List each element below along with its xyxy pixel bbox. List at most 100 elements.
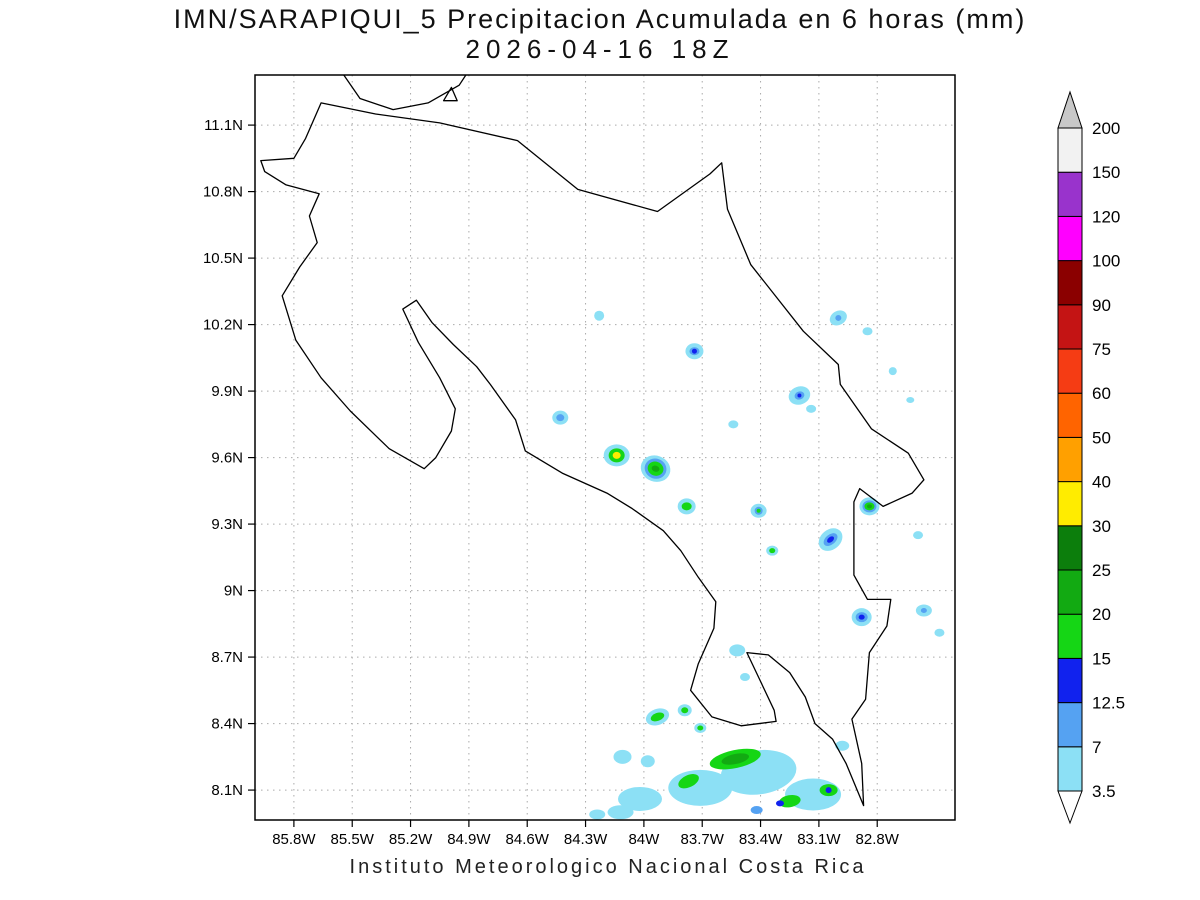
- precip-cell: [691, 348, 697, 354]
- precip-cell: [862, 327, 873, 336]
- precip-cell: [769, 548, 776, 554]
- precip-cell: [612, 451, 621, 459]
- colorbar-segment: [1057, 348, 1083, 394]
- y-tick-label: 9.6N: [211, 450, 243, 467]
- x-tick-label: 82.8W: [856, 831, 900, 848]
- x-tick-label: 85.5W: [331, 831, 375, 848]
- precip-cell: [728, 420, 739, 429]
- precip-cell: [651, 465, 660, 472]
- colorbar-label: 75: [1092, 340, 1111, 359]
- precip-shading: [552, 310, 945, 820]
- y-tick-label: 10.5N: [203, 250, 243, 267]
- y-tick-label: 9.3N: [211, 516, 243, 533]
- colorbar-segment: [1057, 569, 1083, 615]
- precip-cell: [650, 712, 665, 722]
- colorbar-segment: [1057, 260, 1083, 306]
- x-tick-label: 84.9W: [447, 831, 491, 848]
- x-tick-label: 84W: [628, 831, 660, 848]
- colorbar-segment: [1057, 215, 1083, 262]
- y-tick-label: 9.9N: [211, 383, 243, 400]
- colorbar-segment: [1057, 657, 1083, 704]
- colorbar-label: 12.5: [1092, 694, 1125, 713]
- precip-cell: [866, 504, 872, 509]
- y-tick-label: 11.1N: [204, 117, 243, 134]
- colorbar-label: 25: [1092, 561, 1111, 580]
- colorbar-label: 50: [1092, 428, 1111, 447]
- precip-cell: [750, 806, 763, 815]
- colorbar-label: 30: [1092, 517, 1111, 536]
- lake-nicaragua-island: [442, 86, 458, 102]
- precip-cell: [740, 673, 750, 682]
- precip-cell: [607, 805, 634, 820]
- costa-rica-outline: [260, 102, 925, 807]
- axis-ticks: [248, 124, 878, 827]
- precip-cell: [618, 786, 662, 811]
- graticule: [255, 75, 955, 820]
- precip-cell: [776, 800, 784, 807]
- colorbar-segment: [1057, 746, 1083, 792]
- precip-cell: [825, 787, 832, 794]
- colorbar-label: 3.5: [1092, 782, 1116, 801]
- colorbar-segment: [1057, 702, 1083, 748]
- colorbar-cap-below-min: [1057, 790, 1083, 825]
- colorbar-label: 20: [1092, 605, 1111, 624]
- y-tick-label: 8.7N: [211, 649, 243, 666]
- precip-cell: [806, 404, 817, 413]
- y-tick-label: 10.8N: [203, 184, 243, 201]
- x-tick-label: 85.8W: [272, 831, 316, 848]
- colorbar: [1057, 90, 1083, 825]
- colorbar-segment: [1057, 436, 1083, 483]
- precip-cell: [697, 725, 704, 731]
- precip-cell: [888, 367, 897, 376]
- x-tick-label: 84.3W: [564, 831, 608, 848]
- precip-cell: [934, 628, 945, 637]
- y-tick-label: 10.2N: [203, 317, 243, 334]
- colorbar-label: 100: [1092, 252, 1120, 271]
- precip-cell: [835, 314, 842, 321]
- precip-cell: [594, 310, 605, 321]
- chart-title: IMN/SARAPIQUI_5 Precipitacion Acumulada …: [173, 4, 1027, 34]
- colorbar-segment: [1057, 481, 1083, 527]
- precip-cell: [721, 753, 750, 765]
- colorbar-label: 40: [1092, 473, 1111, 492]
- colorbar-labels: 3.5 7 12.5 15 20 25 30 40 50 60 75 90 100 120 150 200: [1092, 119, 1125, 801]
- precip-cell: [858, 614, 865, 620]
- x-tick-label: 84.6W: [506, 831, 550, 848]
- footer-attribution: Instituto Meteorologico Nacional Costa R…: [349, 856, 867, 878]
- precip-cell: [556, 414, 565, 422]
- colorbar-label: 15: [1092, 649, 1111, 668]
- colorbar-label: 200: [1092, 119, 1120, 138]
- precip-cell: [778, 794, 801, 808]
- colorbar-cap-above-max: [1057, 90, 1083, 129]
- coastlines: [260, 75, 925, 807]
- precip-cell: [913, 531, 924, 540]
- x-tick-label: 83.4W: [739, 831, 783, 848]
- map-frame: [254, 74, 956, 821]
- precip-cell: [920, 608, 927, 614]
- colorbar-label: 7: [1092, 738, 1101, 757]
- precip-cell: [835, 740, 850, 751]
- colorbar-segment: [1057, 525, 1083, 571]
- colorbar-label: 150: [1092, 163, 1120, 182]
- colorbar-label: 120: [1092, 207, 1120, 226]
- x-tick-label: 83.7W: [681, 831, 725, 848]
- x-tick-label: 83.1W: [797, 831, 841, 848]
- colorbar-segment: [1057, 171, 1083, 217]
- precip-cell: [681, 502, 692, 511]
- precip-cell: [613, 749, 632, 764]
- colorbar-segment: [1057, 392, 1083, 438]
- precip-cell: [797, 393, 802, 398]
- y-tick-label: 8.4N: [211, 716, 243, 733]
- colorbar-label: 90: [1092, 296, 1111, 315]
- lake-nicaragua-shore: [342, 75, 467, 111]
- precip-cell: [681, 707, 689, 714]
- precip-cell: [640, 755, 655, 768]
- precip-cell: [756, 508, 761, 513]
- axis-labels: 85.8W 85.5W 85.2W 84.9W 84.6W 84.3W 84W 83.7W 83…: [203, 117, 900, 848]
- chart-subtitle-datetime: 2026-04-16 18Z: [465, 34, 735, 64]
- precip-cell: [906, 396, 915, 403]
- x-tick-label: 85.2W: [389, 831, 433, 848]
- y-tick-label: 9N: [224, 583, 243, 600]
- colorbar-label: 60: [1092, 384, 1111, 403]
